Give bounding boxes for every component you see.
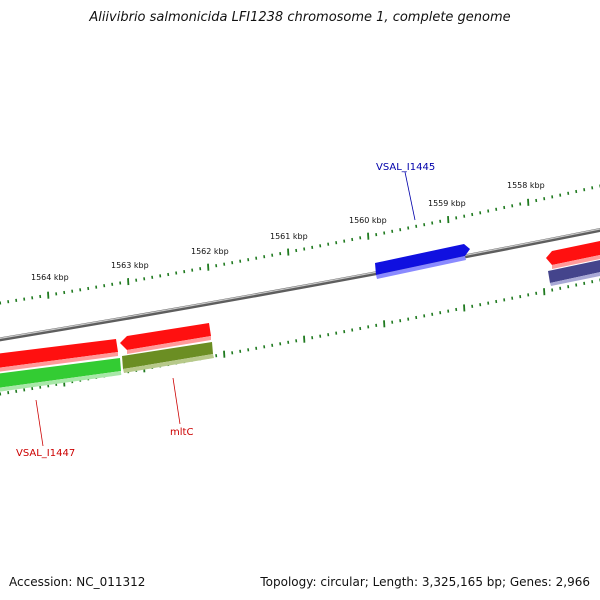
vsal-i1447-label: VSAL_I1447: [16, 448, 75, 459]
scale-label-1562: 1562 kbp: [191, 247, 229, 256]
vsal-i1445-leader: [404, 171, 416, 221]
gene-mltc[interactable]: [122, 342, 214, 373]
mltc-label: mltC: [170, 427, 193, 438]
scale-label-1558: 1558 kbp: [507, 181, 545, 190]
gene-vsal-i1447[interactable]: [0, 358, 121, 392]
accession-label: Accession: NC_011312: [9, 575, 146, 589]
gene-forward-1[interactable]: [0, 339, 118, 372]
scale-label-1564: 1564 kbp: [31, 273, 69, 282]
vsal-i1445-label: VSAL_I1445: [376, 162, 435, 173]
mltc-leader: [172, 377, 181, 425]
vsal-i1447-leader: [35, 399, 44, 447]
outer-tick-ring: [0, 184, 600, 305]
chromosome-backbone: [0, 227, 600, 342]
scale-label-1559: 1559 kbp: [428, 199, 466, 208]
scale-label-1563: 1563 kbp: [111, 261, 149, 270]
chromosome-backbone-highlight: [0, 228, 600, 339]
gene-reverse-right[interactable]: [548, 259, 600, 286]
genome-summary-label: Topology: circular; Length: 3,325,165 bp…: [260, 575, 590, 589]
gene-forward-2[interactable]: [120, 323, 211, 354]
scale-label-1560: 1560 kbp: [349, 216, 387, 225]
map-title: Aliivibrio salmonicida LFI1238 chromosom…: [89, 10, 511, 25]
gene-vsal-i1445[interactable]: [375, 244, 470, 279]
scale-label-1561: 1561 kbp: [270, 232, 308, 241]
gene-forward-right[interactable]: [546, 240, 600, 269]
